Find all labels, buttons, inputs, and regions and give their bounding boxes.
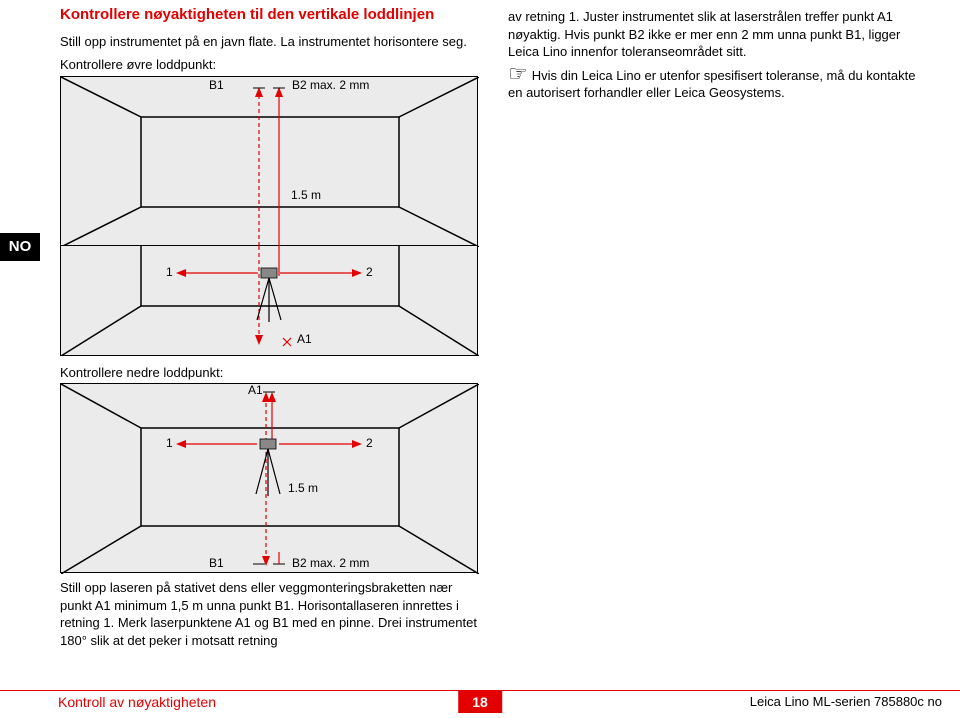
upper-plumb-label: Kontrollere øvre loddpunkt: <box>60 56 480 74</box>
bottom-instruction: Still opp laseren på stativet dens eller… <box>60 579 480 649</box>
footer-section-title: Kontroll av nøyaktigheten <box>58 694 216 710</box>
label-2b: 2 <box>366 437 373 449</box>
two-columns: Kontrollere nøyaktigheten til den vertik… <box>60 6 940 656</box>
label-b1-bot: B1 <box>209 557 224 569</box>
label-15m-top: 1.5 m <box>291 189 321 201</box>
footer-page-number: 18 <box>458 691 502 713</box>
footer-doc-id: Leica Lino ML-serien 785880c no <box>750 694 942 709</box>
diagram-tripod: 1 2 A1 <box>60 246 478 356</box>
label-a1-floor: A1 <box>297 333 312 345</box>
label-b1: B1 <box>209 79 224 91</box>
label-1: 1 <box>166 266 173 278</box>
intro-text: Still opp instrumentet på en javn flate.… <box>60 33 480 51</box>
page-footer: Kontroll av nøyaktigheten 18 Leica Lino … <box>0 690 960 718</box>
label-15m-bot: 1.5 m <box>288 482 318 494</box>
hand-icon: ☞ <box>508 67 528 81</box>
label-b2max-bot: B2 max. 2 mm <box>292 557 369 569</box>
tip-text: Hvis din Leica Lino er utenfor spesifise… <box>508 68 915 101</box>
label-1b: 1 <box>166 437 173 449</box>
lower-plumb-label: Kontrollere nedre loddpunkt: <box>60 364 480 382</box>
language-badge: NO <box>0 233 40 261</box>
diagram-lower: A1 1 2 1.5 m B1 B2 max. 2 mm <box>60 383 478 573</box>
tip-block: ☞Hvis din Leica Lino er utenfor spesifis… <box>508 67 928 102</box>
right-column: av retning 1. Juster instrumentet slik a… <box>508 6 928 656</box>
section-heading: Kontrollere nøyaktigheten til den vertik… <box>60 6 480 25</box>
left-column: Kontrollere nøyaktigheten til den vertik… <box>60 6 480 656</box>
page-content: Kontrollere nøyaktigheten til den vertik… <box>0 0 960 656</box>
label-b2max: B2 max. 2 mm <box>292 79 369 91</box>
label-2: 2 <box>366 266 373 278</box>
diagram-upper: B1 B2 max. 2 mm 1.5 m <box>60 76 478 246</box>
right-para: av retning 1. Juster instrumentet slik a… <box>508 8 928 61</box>
label-a1-top: A1 <box>248 384 263 396</box>
